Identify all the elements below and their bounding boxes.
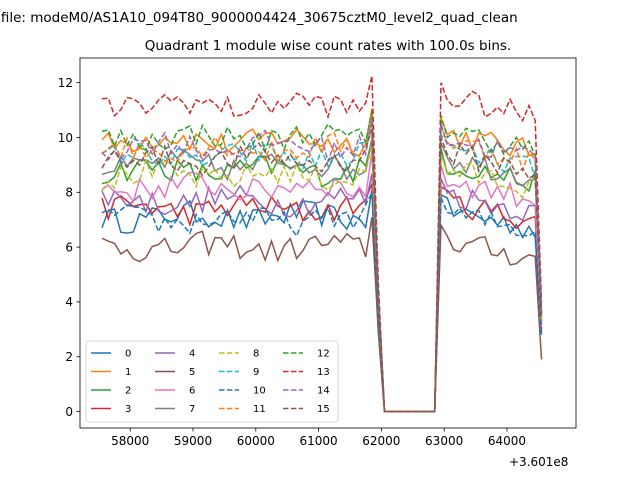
legend-label-6: 6 bbox=[189, 386, 195, 397]
figure-suptitle: n file: modeM0/AS1A10_094T80_9000004424_… bbox=[0, 10, 518, 26]
series-line-0 bbox=[101, 190, 543, 413]
legend-label-12: 12 bbox=[317, 349, 330, 360]
series-line-14 bbox=[101, 118, 543, 413]
x-tick-label: 59000 bbox=[174, 434, 212, 448]
legend-label-0: 0 bbox=[125, 349, 131, 360]
x-offset-label: +3.601e8 bbox=[509, 455, 568, 469]
legend-label-7: 7 bbox=[189, 404, 195, 415]
y-tick-label: 4 bbox=[65, 295, 73, 309]
legend-label-1: 1 bbox=[125, 367, 131, 378]
legend-label-4: 4 bbox=[189, 349, 195, 360]
legend-label-14: 14 bbox=[317, 386, 330, 397]
y-tick-label: 8 bbox=[65, 186, 73, 200]
x-tick-label: 61000 bbox=[299, 434, 337, 448]
y-tick-label: 10 bbox=[58, 131, 73, 145]
axes-frame bbox=[79, 57, 577, 429]
x-tick-label: 63000 bbox=[425, 434, 463, 448]
series-line-5 bbox=[101, 217, 543, 413]
series-line-15 bbox=[101, 129, 543, 413]
legend-label-8: 8 bbox=[253, 349, 259, 360]
legend-label-10: 10 bbox=[253, 386, 266, 397]
series-line-10 bbox=[101, 190, 543, 413]
series-line-8 bbox=[101, 145, 543, 413]
x-tick-label: 62000 bbox=[362, 434, 400, 448]
axes: 58000 59000 60000 61000 62000 63000 64000 0 2 4 6 8… bbox=[58, 57, 577, 448]
legend-label-3: 3 bbox=[125, 404, 131, 415]
plot-area bbox=[101, 75, 543, 413]
series-line-6 bbox=[101, 151, 543, 413]
legend-box bbox=[85, 340, 339, 423]
x-tick-label: 60000 bbox=[237, 434, 275, 448]
x-tick-label: 64000 bbox=[488, 434, 526, 448]
series-line-1 bbox=[101, 108, 543, 413]
legend-label-9: 9 bbox=[253, 367, 259, 378]
legend-label-13: 13 bbox=[317, 367, 330, 378]
y-tick-label: 12 bbox=[58, 76, 73, 90]
legend-label-11: 11 bbox=[253, 404, 266, 415]
series-line-4 bbox=[101, 173, 543, 413]
y-tick-label: 0 bbox=[65, 405, 73, 419]
series-line-11 bbox=[101, 121, 543, 413]
series-line-13 bbox=[101, 75, 543, 413]
chart-title: Quadrant 1 module wise count rates with … bbox=[145, 38, 511, 54]
legend-label-15: 15 bbox=[317, 404, 330, 415]
series-line-12 bbox=[101, 111, 543, 413]
series-line-2 bbox=[101, 139, 543, 413]
legend-label-2: 2 bbox=[125, 386, 131, 397]
y-tick-label: 6 bbox=[65, 240, 73, 254]
series-line-9 bbox=[101, 129, 543, 413]
legend-label-5: 5 bbox=[189, 367, 195, 378]
x-tick-label: 58000 bbox=[111, 434, 149, 448]
y-tick-label: 2 bbox=[65, 350, 73, 364]
